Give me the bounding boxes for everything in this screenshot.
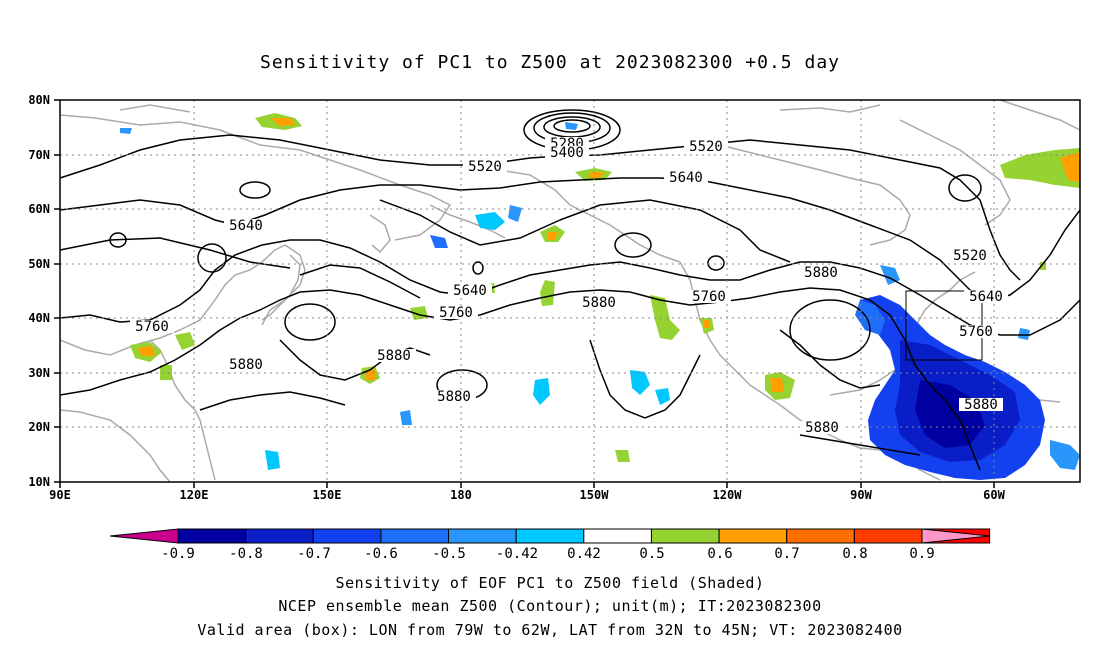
lat-label: 50N: [28, 257, 50, 271]
contour-label: 5760: [959, 324, 993, 340]
colorbar-label: 0.5: [639, 546, 664, 562]
contour-label: 5520: [689, 139, 723, 155]
caption-line-1: Sensitivity of EOF PC1 to Z500 field (Sh…: [336, 574, 765, 592]
colorbar-label: -0.9: [161, 546, 195, 562]
contour-label: 5640: [229, 218, 263, 234]
contour-labels: 5280 5400 5520 5520 5640 5640 5640 5640 …: [130, 136, 1008, 436]
colorbar-swatch: [245, 528, 314, 544]
colorbar-swatch: [380, 528, 450, 544]
contour-label: 5520: [953, 248, 987, 264]
longitude-labels: 90E 120E 150E 180 150W 120W 90W 60W: [49, 488, 1005, 502]
lat-label: 40N: [28, 311, 50, 325]
colorbar-arrow-left: [109, 528, 179, 544]
contour-label: 5400: [550, 145, 584, 161]
captions: Sensitivity of EOF PC1 to Z500 field (Sh…: [197, 574, 902, 639]
lon-label: 60W: [983, 488, 1005, 502]
lon-label: 150E: [313, 488, 342, 502]
colorbar-label: 0.6: [707, 546, 732, 562]
colorbar-swatch: [448, 528, 517, 544]
figure-title: Sensitivity of PC1 to Z500 at 2023082300…: [260, 52, 840, 73]
caption-line-2: NCEP ensemble mean Z500 (Contour); unit(…: [278, 597, 821, 615]
colorbar-label: -0.42: [496, 546, 538, 562]
colorbar-swatch: [583, 528, 652, 544]
contour-label: 5880: [804, 265, 838, 281]
colorbar-swatch: [312, 528, 382, 544]
contour-label: 5880: [437, 389, 471, 405]
contour-label: 5640: [969, 289, 1003, 305]
lon-label: 150W: [580, 488, 610, 502]
colorbar: [109, 528, 991, 544]
contour-label: 5640: [669, 170, 703, 186]
lon-label: 120W: [713, 488, 743, 502]
map-frame: [59, 99, 1081, 483]
colorbar-label: 0.42: [567, 546, 601, 562]
colorbar-label: -0.6: [364, 546, 398, 562]
lon-label: 120E: [180, 488, 209, 502]
contour-label: 5760: [692, 289, 726, 305]
contour-label: 5880: [964, 397, 998, 413]
colorbar-swatch: [177, 528, 247, 544]
colorbar-label: -0.5: [432, 546, 466, 562]
lat-label: 80N: [28, 93, 50, 107]
lat-label: 60N: [28, 202, 50, 216]
contour-label: 5520: [468, 159, 502, 175]
map-plot-area: 5280 5400 5520 5520 5640 5640 5640 5640 …: [54, 99, 1081, 488]
contour-label: 5880: [805, 420, 839, 436]
latitude-labels: 80N 70N 60N 50N 40N 30N 20N 10N: [28, 93, 50, 489]
colorbar-label: -0.7: [297, 546, 331, 562]
contour-label: 5880: [582, 295, 616, 311]
contour-label: 5880: [377, 348, 411, 364]
colorbar-label: 0.8: [842, 546, 867, 562]
colorbar-label: 0.7: [774, 546, 799, 562]
lon-label: 90W: [850, 488, 872, 502]
lat-label: 70N: [28, 148, 50, 162]
contour-label: 5880: [229, 357, 263, 373]
colorbar-arrow-right: [921, 528, 991, 544]
colorbar-label: 0.9: [909, 546, 934, 562]
contour-label: 5760: [439, 305, 473, 321]
lon-label: 90E: [49, 488, 71, 502]
lon-label: 180: [450, 488, 472, 502]
lat-label: 10N: [28, 475, 50, 489]
axis-ticks: [54, 99, 995, 488]
colorbar-swatch: [515, 528, 585, 544]
colorbar-swatch: [853, 528, 923, 544]
contour-label: 5640: [453, 283, 487, 299]
caption-line-3: Valid area (box): LON from 79W to 62W, L…: [197, 621, 902, 639]
colorbar-labels: -0.9 -0.8 -0.7 -0.6 -0.5 -0.42 0.42 0.5 …: [161, 546, 935, 562]
colorbar-swatch: [650, 528, 720, 544]
colorbar-label: -0.8: [229, 546, 263, 562]
colorbar-swatch: [718, 528, 788, 544]
lat-label: 30N: [28, 366, 50, 380]
lat-label: 20N: [28, 420, 50, 434]
contour-label: 5760: [135, 319, 169, 335]
colorbar-swatch: [786, 528, 855, 544]
